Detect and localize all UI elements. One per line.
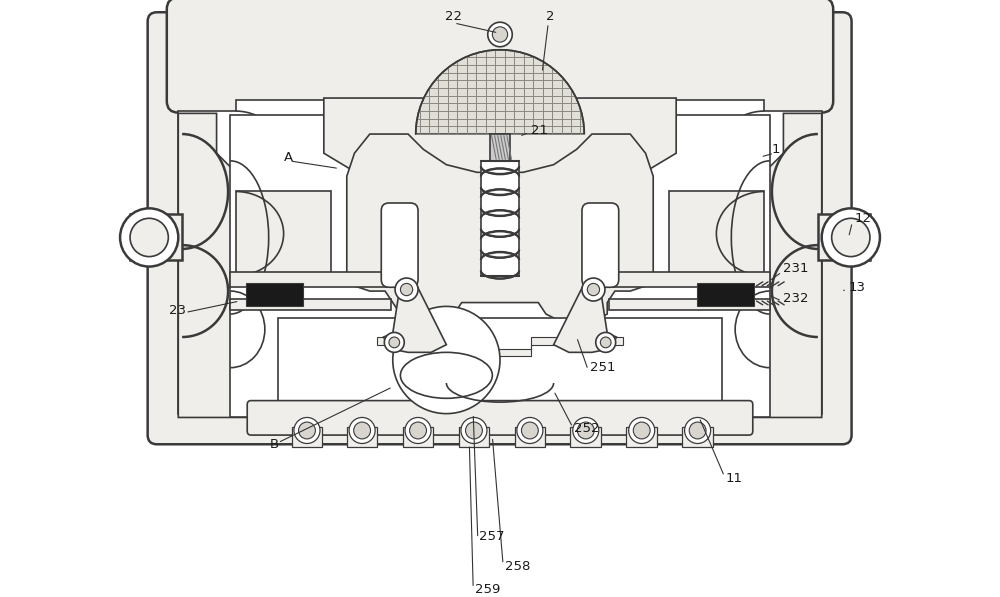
Bar bbox=[230, 272, 391, 287]
Circle shape bbox=[395, 278, 418, 301]
Text: 1: 1 bbox=[772, 143, 780, 156]
Circle shape bbox=[685, 417, 711, 444]
Bar bbox=[481, 161, 519, 276]
Bar bbox=[490, 134, 510, 161]
Polygon shape bbox=[377, 337, 623, 356]
Bar bbox=[682, 427, 713, 447]
Text: 11: 11 bbox=[726, 472, 743, 485]
Ellipse shape bbox=[400, 352, 492, 398]
FancyBboxPatch shape bbox=[381, 203, 418, 287]
Circle shape bbox=[384, 333, 404, 352]
Bar bbox=[697, 284, 754, 306]
FancyBboxPatch shape bbox=[148, 13, 852, 444]
Circle shape bbox=[120, 208, 178, 267]
Circle shape bbox=[466, 422, 482, 439]
Circle shape bbox=[573, 417, 599, 444]
Text: 259: 259 bbox=[475, 583, 500, 596]
Polygon shape bbox=[669, 192, 764, 276]
Text: 12: 12 bbox=[855, 212, 872, 225]
Bar bbox=[459, 427, 489, 447]
Text: 232: 232 bbox=[783, 293, 809, 305]
Text: A: A bbox=[284, 150, 293, 164]
Polygon shape bbox=[384, 284, 446, 352]
Circle shape bbox=[405, 417, 431, 444]
Bar bbox=[230, 298, 391, 310]
Bar bbox=[609, 298, 770, 310]
Polygon shape bbox=[347, 134, 653, 322]
FancyBboxPatch shape bbox=[167, 0, 833, 113]
Text: 21: 21 bbox=[531, 124, 548, 137]
Circle shape bbox=[577, 422, 594, 439]
Circle shape bbox=[633, 422, 650, 439]
Circle shape bbox=[488, 22, 512, 47]
Text: 252: 252 bbox=[574, 423, 600, 435]
Circle shape bbox=[299, 422, 315, 439]
Text: 22: 22 bbox=[445, 10, 462, 23]
Circle shape bbox=[629, 417, 655, 444]
Circle shape bbox=[410, 422, 426, 439]
Text: 251: 251 bbox=[590, 361, 615, 374]
Circle shape bbox=[389, 337, 400, 348]
Circle shape bbox=[492, 27, 508, 42]
Circle shape bbox=[349, 417, 375, 444]
Circle shape bbox=[130, 219, 168, 257]
Bar bbox=[609, 272, 770, 287]
Bar bbox=[403, 427, 433, 447]
Circle shape bbox=[521, 422, 538, 439]
Bar bbox=[246, 284, 303, 306]
Circle shape bbox=[582, 278, 605, 301]
Text: 257: 257 bbox=[479, 530, 505, 543]
Circle shape bbox=[393, 306, 500, 414]
Text: 2: 2 bbox=[546, 10, 554, 23]
Polygon shape bbox=[324, 98, 676, 190]
Bar bbox=[292, 427, 322, 447]
Bar bbox=[278, 318, 722, 402]
Polygon shape bbox=[130, 214, 182, 260]
Bar bbox=[347, 427, 377, 447]
Text: 13: 13 bbox=[849, 281, 866, 294]
Circle shape bbox=[822, 208, 880, 267]
Circle shape bbox=[517, 417, 543, 444]
Bar bbox=[626, 427, 657, 447]
FancyBboxPatch shape bbox=[247, 401, 753, 435]
Text: 258: 258 bbox=[505, 561, 530, 573]
Polygon shape bbox=[178, 113, 822, 417]
Polygon shape bbox=[236, 192, 331, 276]
Polygon shape bbox=[818, 214, 870, 260]
Circle shape bbox=[400, 284, 413, 296]
Circle shape bbox=[294, 417, 320, 444]
Polygon shape bbox=[178, 100, 822, 414]
FancyBboxPatch shape bbox=[582, 203, 619, 287]
Text: 231: 231 bbox=[783, 261, 809, 275]
Text: B: B bbox=[270, 438, 279, 451]
Circle shape bbox=[461, 417, 487, 444]
Circle shape bbox=[600, 337, 611, 348]
Polygon shape bbox=[230, 115, 770, 417]
Bar bbox=[515, 427, 545, 447]
Polygon shape bbox=[554, 284, 616, 352]
Circle shape bbox=[596, 333, 616, 352]
Circle shape bbox=[354, 422, 371, 439]
Text: 23: 23 bbox=[169, 304, 186, 317]
Circle shape bbox=[832, 219, 870, 257]
Circle shape bbox=[587, 284, 600, 296]
Circle shape bbox=[689, 422, 706, 439]
Wedge shape bbox=[416, 50, 584, 134]
Bar bbox=[570, 427, 601, 447]
